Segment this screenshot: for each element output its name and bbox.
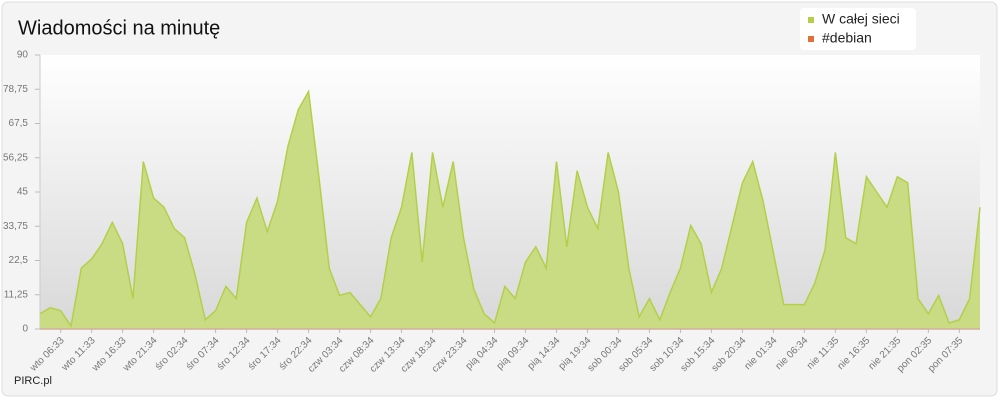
legend-label: #debian: [822, 30, 872, 46]
y-tick-label: 90: [17, 50, 29, 61]
legend: W całej sieci #debian: [800, 8, 916, 50]
legend-marker: [808, 17, 814, 23]
y-tick-label: 56,25: [3, 152, 28, 163]
legend-label: W całej sieci: [822, 11, 900, 27]
y-tick-label: 33,75: [3, 221, 28, 232]
y-tick-label: 45: [17, 187, 29, 198]
legend-marker: [808, 36, 814, 42]
y-tick-label: 11,25: [4, 289, 29, 300]
chart-title: Wiadomości na minutę: [18, 17, 220, 39]
area: [40, 91, 980, 330]
y-tick-label: 67,5: [9, 118, 29, 129]
y-tick-label: 22,5: [9, 255, 29, 266]
legend-box: [800, 8, 916, 50]
line: [39, 89, 981, 328]
y-tick-label: 0: [22, 324, 28, 335]
credit: PIRC.pl: [14, 375, 52, 387]
y-tick-label: 78,75: [3, 84, 28, 95]
